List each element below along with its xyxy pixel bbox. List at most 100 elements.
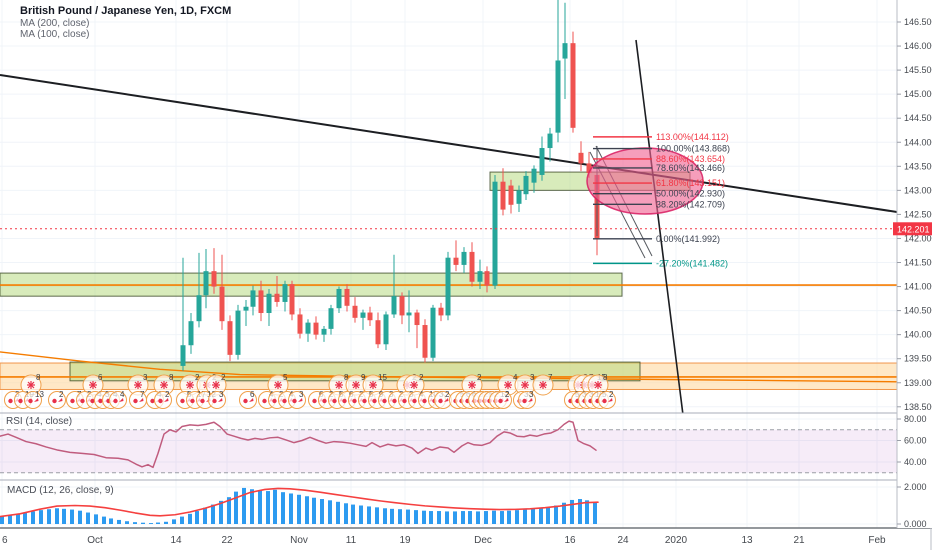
pennant-icon (34, 398, 39, 402)
candlestick (203, 249, 209, 309)
candlestick (430, 304, 436, 362)
pattern-marker-dot[interactable]: 4 (109, 390, 127, 409)
flag-pattern-icon (160, 381, 168, 389)
marker-count-label: 2 (419, 373, 424, 382)
marker-count-label: 2 (59, 390, 64, 399)
macd-histogram-bar (406, 509, 410, 524)
dot-pattern-icon (18, 398, 23, 404)
macd-histogram-bar (211, 504, 215, 524)
pattern-marker-dot[interactable]: 2 (154, 390, 172, 409)
macd-histogram-bar (390, 508, 394, 524)
time-axis[interactable]: 6 Oct 14 22 Nov 11 19 Dec 16 24 2020 13 21 Feb (2, 528, 932, 550)
fib-level-label: 113.00%(144.112) (656, 132, 729, 142)
rsi-pane[interactable] (0, 420, 897, 474)
candle-body (352, 305, 358, 318)
fib-level-label: 88.60%(143.654) (656, 154, 725, 164)
candlestick (211, 248, 217, 294)
dot-pattern-icon (362, 398, 367, 404)
pattern-marker-flag[interactable]: 5 (267, 373, 289, 396)
price-tick-label: 140.000 (904, 330, 932, 340)
dot-pattern-icon (133, 398, 138, 404)
macd-histogram-bar (39, 510, 43, 524)
marker-ring (154, 391, 172, 409)
candle-body (211, 271, 217, 287)
time-tick-label: 11 (346, 535, 357, 546)
macd-histogram-bar (554, 505, 558, 524)
candlestick (328, 304, 334, 335)
price-tick-label: 141.500 (904, 258, 932, 268)
ma200-legend-item[interactable]: MA (200, close) (20, 18, 90, 29)
pennant-icon (218, 398, 223, 402)
pattern-marker-dot[interactable]: 7 (129, 390, 147, 409)
fib-level-label: 78.60%(143.466) (656, 163, 725, 173)
macd-histogram-bar (227, 497, 231, 524)
marker-count-label: 9 (361, 373, 366, 382)
pattern-marker-flag[interactable]: 15 (362, 373, 387, 396)
pattern-marker-flag[interactable]: 3 (514, 373, 536, 396)
pattern-marker-flag[interactable]: 8 (20, 373, 42, 396)
rsi-tick-label: 60.00 (904, 436, 927, 446)
macd-histogram-bar (23, 512, 27, 524)
flag-pattern-icon (186, 381, 194, 389)
flag-pattern-icon (27, 381, 35, 389)
pattern-marker-dot[interactable]: 2 (494, 390, 512, 409)
pattern-marker-flag[interactable]: 8 (153, 373, 175, 396)
macd-histogram-bar (149, 523, 153, 524)
rsi-pane-label[interactable]: RSI (14, close) (6, 416, 73, 427)
marker-count-label: 8 (169, 373, 174, 382)
candle-body (500, 181, 506, 210)
pattern-marker-dot[interactable]: 3 (288, 390, 306, 409)
marker-count-label: 3 (299, 390, 304, 399)
pattern-marker-dot[interactable]: 2 (48, 390, 66, 409)
main-price-pane[interactable]: 113.00%(144.112) 100.00%(143.868)88.60%(1… (0, 0, 897, 415)
pattern-marker-dot[interactable]: 3 (518, 390, 536, 409)
candle-body (414, 312, 420, 326)
time-tick-label: Feb (868, 535, 886, 546)
marker-ring (288, 391, 306, 409)
symbol-title[interactable]: British Pound / Japanese Yen, 1D, FXCM (20, 5, 232, 17)
pattern-marker-flag[interactable]: 2 (403, 373, 425, 396)
ma100-legend-item[interactable]: MA (100, close) (20, 29, 90, 40)
macd-histogram-bar (383, 508, 387, 524)
dot-pattern-icon (602, 398, 607, 404)
candle-body (367, 312, 373, 321)
macd-pane-label[interactable]: MACD (12, 26, close, 9) (7, 485, 114, 496)
candle-body (555, 60, 561, 133)
macd-histogram-bar (344, 503, 348, 524)
pattern-marker-flag[interactable]: 2 (461, 373, 483, 396)
price-tick-label: 139.000 (904, 378, 932, 388)
candle-body (360, 312, 366, 318)
candle-body (469, 251, 475, 282)
candle-body (399, 296, 405, 316)
pattern-marker-flag[interactable]: 7 (532, 373, 554, 396)
pattern-marker-dot[interactable]: 13 (24, 390, 45, 409)
pattern-marker-dot[interactable]: 2 (434, 390, 452, 409)
macd-histogram-bar (117, 519, 121, 524)
candlestick (406, 290, 412, 333)
price-axis[interactable]: 146.500 146.000 145.500 145.000 144.500 144.0… (893, 0, 932, 529)
marker-count-label: 2 (609, 390, 614, 399)
dot-pattern-icon (412, 398, 417, 404)
macd-histogram-bar (570, 499, 574, 524)
price-axis-background[interactable] (897, 0, 932, 528)
candlestick (344, 284, 350, 312)
flag-pattern-icon (335, 381, 343, 389)
pattern-marker-flag[interactable]: 8 (587, 373, 609, 396)
marker-count-label: 7 (140, 390, 145, 399)
pattern-marker-dot[interactable]: 2 (598, 390, 616, 409)
macd-pane[interactable] (0, 487, 599, 524)
macd-histogram-bar (188, 513, 192, 524)
pattern-marker-dot[interactable]: 6 (239, 390, 257, 409)
last-price-label: 142.201 (893, 222, 932, 236)
marker-count-label: 2 (165, 390, 170, 399)
pattern-marker-dot[interactable]: 3 (208, 390, 226, 409)
steep-trendline[interactable] (635, 39, 684, 415)
descending-trendline[interactable] (0, 74, 897, 213)
flag-pattern-icon (410, 381, 418, 389)
pattern-marker-flag[interactable]: 2 (205, 373, 227, 396)
candlestick (469, 242, 475, 287)
candlestick (399, 292, 405, 325)
candle-body (484, 271, 490, 286)
